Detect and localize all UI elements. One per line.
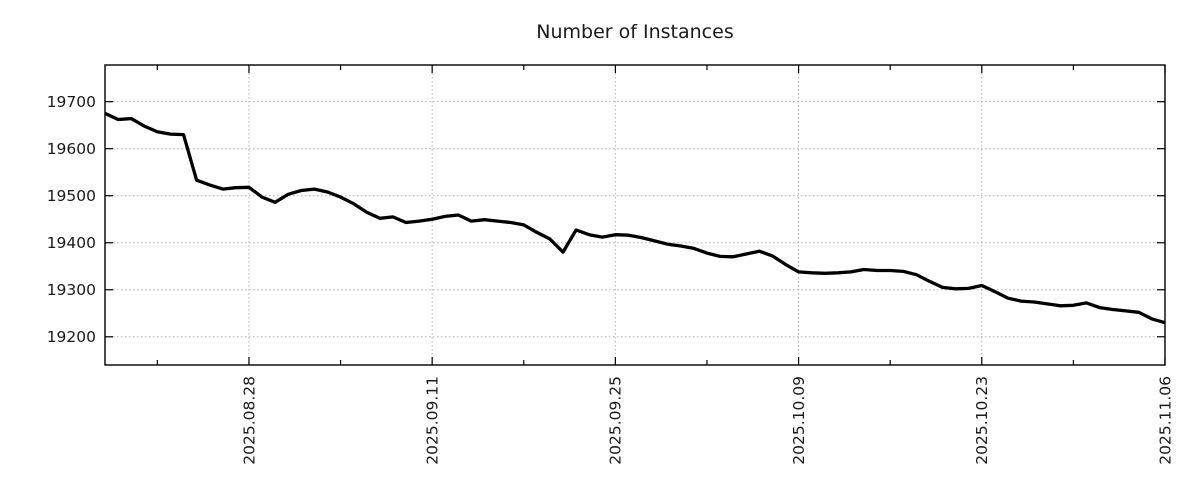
gridlines <box>105 65 1166 365</box>
x-axis-labels: 2025.08.28 2025.09.11 2025.09.25 2025.10.09… <box>240 376 1174 465</box>
y-axis-labels: 19200 19300 19400 19500 19600 19700 <box>47 93 96 346</box>
y-tick-label: 19600 <box>47 140 96 158</box>
x-tick-label: 2025.10.09 <box>790 376 808 465</box>
x-tick-label: 2025.09.25 <box>607 376 625 465</box>
x-tick-label: 2025.11.06 <box>1156 376 1174 465</box>
y-tick-label: 19700 <box>47 93 96 111</box>
x-tick-label: 2025.08.28 <box>240 376 258 465</box>
y-tick-label: 19200 <box>47 328 96 346</box>
axis-ticks <box>105 65 1166 365</box>
y-tick-label: 19300 <box>47 281 96 299</box>
y-tick-label: 19400 <box>47 234 96 252</box>
x-tick-label: 2025.10.23 <box>973 376 991 465</box>
plot-border <box>104 64 1166 366</box>
chart-title: Number of Instances <box>536 21 733 43</box>
y-tick-label: 19500 <box>47 187 96 205</box>
data-line <box>104 111 1166 325</box>
x-tick-label: 2025.09.11 <box>423 376 441 465</box>
